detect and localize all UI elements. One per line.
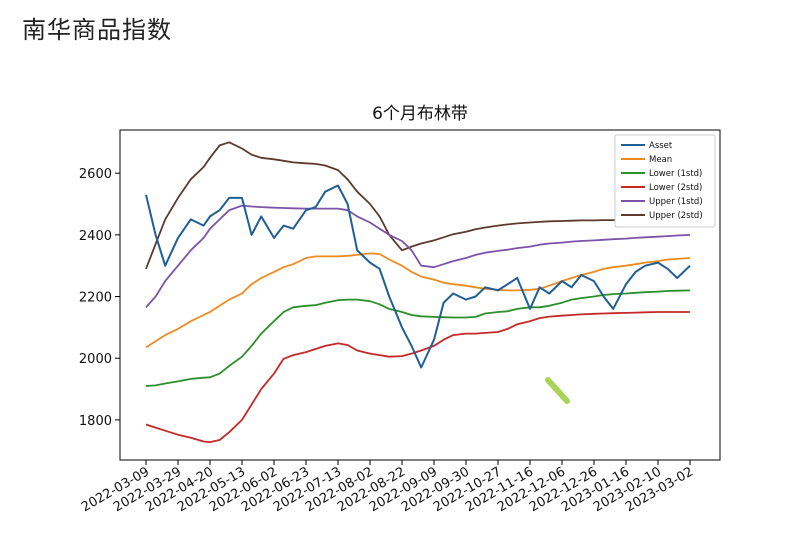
y-tick-label: 2000 [79,352,112,367]
highlighter-mark [545,377,570,404]
series-line-4 [145,204,691,308]
y-axis: 1800 2000 2200 2400 2600 [79,167,120,429]
legend-label: Lower (1std) [649,169,702,179]
series-line-1 [145,252,691,349]
legend: Asset Mean Lower (1std) Lower (2std) Upper (… [614,134,716,228]
series-line-2 [145,289,691,387]
legend-label: Lower (2std) [649,183,702,193]
legend-label: Upper (1std) [649,197,703,207]
legend-label: Upper (2std) [649,211,703,221]
legend-label: Asset [649,141,673,151]
series-layer [145,141,691,444]
legend-label: Mean [649,155,672,165]
y-tick-label: 2400 [79,229,112,244]
series-line-3 [145,311,690,444]
series-line-5 [145,141,690,270]
y-tick-label: 1800 [79,414,112,429]
y-tick-label: 2200 [79,291,112,306]
y-tick-label: 2600 [79,167,112,182]
page-heading: 南华商品指数 [22,16,172,44]
series-line-0 [145,184,691,369]
x-axis: 2022-03-092022-03-292022-04-202022-05-13… [79,460,696,515]
chart-title: 6个月布林带 [372,104,468,124]
